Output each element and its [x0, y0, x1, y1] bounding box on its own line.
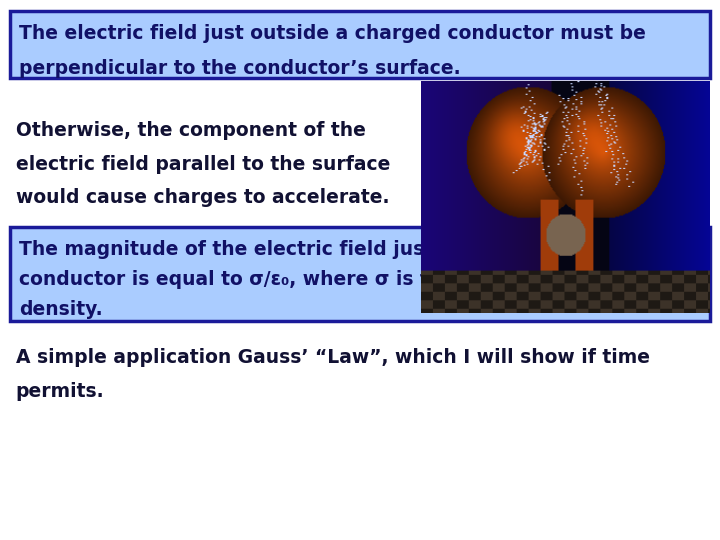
Text: permits.: permits. [16, 382, 104, 401]
Text: perpendicular to the conductor’s surface.: perpendicular to the conductor’s surface… [19, 59, 460, 78]
FancyBboxPatch shape [10, 11, 710, 78]
Text: The magnitude of the electric field just outside a charged: The magnitude of the electric field just… [19, 240, 630, 259]
Text: The electric field just outside a charged conductor must be: The electric field just outside a charge… [19, 24, 646, 43]
FancyBboxPatch shape [10, 227, 710, 321]
Text: Otherwise, the component of the: Otherwise, the component of the [16, 122, 366, 140]
Text: A simple application Gauss’ “Law”, which I will show if time: A simple application Gauss’ “Law”, which… [16, 348, 650, 367]
Text: would cause charges to accelerate.: would cause charges to accelerate. [16, 188, 390, 207]
Text: electric field parallel to the surface: electric field parallel to the surface [16, 155, 390, 174]
Text: conductor is equal to σ/ε₀, where σ is the local surface charge: conductor is equal to σ/ε₀, where σ is t… [19, 270, 675, 289]
Text: density.: density. [19, 300, 102, 319]
